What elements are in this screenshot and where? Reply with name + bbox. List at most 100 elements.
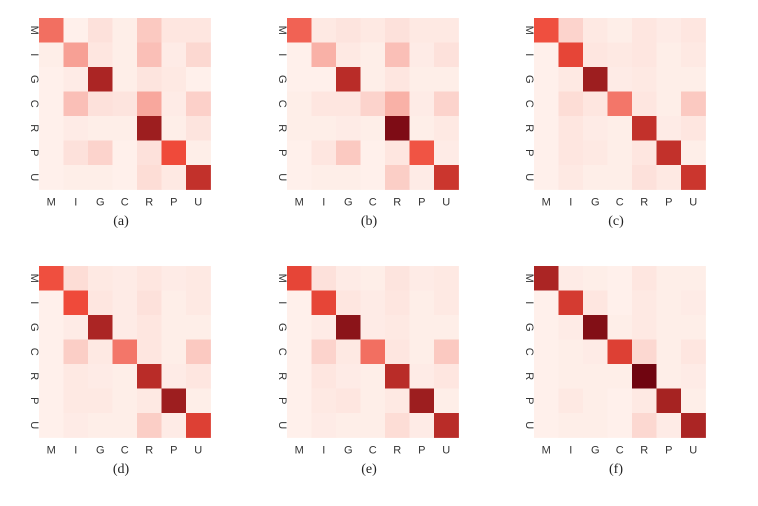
y-tick-label: I <box>523 53 535 56</box>
heatmap-cell <box>137 91 162 117</box>
heatmap-cell <box>287 116 312 141</box>
heatmap-cell <box>607 266 633 291</box>
y-tick-label: P <box>523 397 535 404</box>
heatmap-cell <box>534 388 559 414</box>
heatmap-cell <box>409 266 435 291</box>
heatmap-cell <box>360 315 386 340</box>
heatmap-cell <box>161 165 187 190</box>
x-tick-label: R <box>393 197 401 209</box>
heatmap-cell <box>558 116 584 141</box>
heatmap-cell <box>434 18 459 43</box>
heatmap-cell <box>385 388 410 414</box>
heatmap-cell <box>632 116 657 141</box>
x-tick-label: R <box>393 445 401 457</box>
heatmap-cell <box>434 266 459 291</box>
heatmap-cell <box>63 116 89 141</box>
heatmap-cell <box>385 413 410 438</box>
x-tick-label: U <box>442 445 450 457</box>
heatmap-cell <box>88 42 113 68</box>
heatmap-cell <box>88 364 113 389</box>
heatmap-cell <box>607 388 633 414</box>
x-tick-label: R <box>145 197 153 209</box>
y-tick-label: I <box>276 301 288 304</box>
heatmap-cell <box>88 140 113 166</box>
heatmap-cell <box>681 67 706 92</box>
y-tick-label: M <box>276 274 288 283</box>
heatmap-cell <box>385 290 410 316</box>
heatmap-plot-a: M I G C R P U M I G C R P U <box>28 18 211 209</box>
heatmap-cell <box>161 266 187 291</box>
heatmap-cell <box>385 165 410 190</box>
y-tick-label: P <box>276 149 288 156</box>
heatmap-cell <box>63 18 89 43</box>
heatmap-cell <box>336 290 361 316</box>
heatmap-cell <box>681 140 706 166</box>
heatmap-cell <box>287 165 312 190</box>
heatmap-cell <box>311 165 337 190</box>
heatmap-cell <box>287 266 312 291</box>
heatmap-cell <box>385 18 410 43</box>
heatmap-cell <box>534 91 559 117</box>
heatmap-cell <box>360 290 386 316</box>
y-tick-label: C <box>523 348 535 356</box>
heatmap-cell <box>186 315 211 340</box>
y-tick-label: P <box>523 149 535 156</box>
heatmap-cell <box>112 413 138 438</box>
heatmap-cell <box>39 315 64 340</box>
heatmap-cell <box>409 315 435 340</box>
heatmap-cell <box>656 388 682 414</box>
heatmap-cell <box>112 266 138 291</box>
heatmap-cell <box>434 140 459 166</box>
heatmap-cell <box>161 290 187 316</box>
x-tick-label: R <box>640 445 648 457</box>
heatmap-cell <box>186 165 211 190</box>
heatmap-cell <box>112 339 138 365</box>
heatmap-cell <box>311 91 337 117</box>
x-tick-label: I <box>569 197 572 209</box>
heatmap-plot-d: M I G C R P U M I G C R P U <box>28 266 211 457</box>
heatmap-cell <box>607 116 633 141</box>
heatmap-cell <box>558 91 584 117</box>
heatmap-cell <box>137 315 162 340</box>
heatmap-cell <box>112 18 138 43</box>
x-tick-label: R <box>640 197 648 209</box>
heatmap-cell <box>558 140 584 166</box>
y-tick-label: M <box>523 26 535 35</box>
heatmap-cell <box>534 413 559 438</box>
x-tick-label: I <box>74 445 77 457</box>
x-tick-label: G <box>96 197 105 209</box>
y-tick-label: M <box>276 26 288 35</box>
heatmap-cell <box>137 290 162 316</box>
heatmap-cell <box>681 116 706 141</box>
heatmap-cell <box>137 364 162 389</box>
heatmap-cell <box>409 67 435 92</box>
panel-caption: (b) <box>360 213 378 229</box>
x-tick-label: I <box>322 197 325 209</box>
heatmap-cell <box>409 413 435 438</box>
heatmap-cell <box>558 315 584 340</box>
heatmap-panel-a: M I G C R P U M I G C R P U (a) <box>28 18 220 258</box>
heatmap-cell <box>681 290 706 316</box>
heatmap-cell <box>63 339 89 365</box>
heatmap-cell <box>558 67 584 92</box>
heatmap-cell <box>534 42 559 68</box>
heatmap-cell <box>434 339 459 365</box>
heatmap-cell <box>311 388 337 414</box>
y-tick-label: C <box>28 100 40 108</box>
panel-caption: (c) <box>608 213 624 229</box>
heatmap-cell <box>534 165 559 190</box>
x-tick-label: M <box>295 197 304 209</box>
heatmap-cell <box>161 364 187 389</box>
panel-caption: (d) <box>112 461 130 477</box>
heatmap-cell <box>287 413 312 438</box>
heatmap-cell <box>583 67 608 92</box>
heatmap-cell <box>63 42 89 68</box>
heatmap-cell <box>607 165 633 190</box>
heatmap-cell <box>681 364 706 389</box>
x-tick-label: I <box>322 445 325 457</box>
heatmap-cell <box>607 91 633 117</box>
heatmap-cell <box>112 91 138 117</box>
heatmap-cell <box>39 165 64 190</box>
heatmap-cell <box>161 67 187 92</box>
heatmap-cell <box>39 140 64 166</box>
